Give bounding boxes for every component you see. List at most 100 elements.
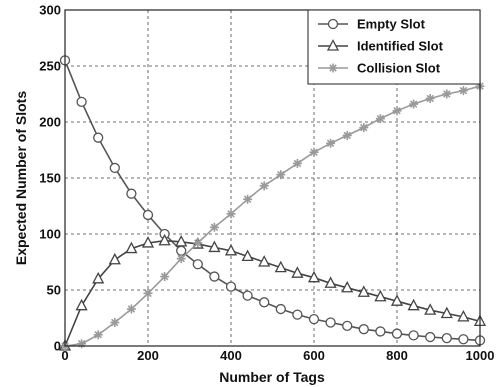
identified-slot-point xyxy=(241,249,254,262)
star-stroke xyxy=(443,90,451,98)
collision-slot-point xyxy=(226,209,236,219)
x-tick-labels: 0 200 400 600 800 1000 xyxy=(61,348,494,363)
collision-slot-point xyxy=(292,158,302,168)
collision-slot-point xyxy=(392,106,402,116)
y-tick-label: 100 xyxy=(39,227,61,242)
y-tick-label: 250 xyxy=(39,59,61,74)
empty-slot-point xyxy=(327,18,339,30)
empty-slot-point xyxy=(209,271,220,282)
collision-slot-point xyxy=(342,130,352,140)
identified-slot-point xyxy=(324,276,337,288)
star-stroke xyxy=(329,64,337,72)
legend-label: Identified Slot xyxy=(357,39,444,54)
star-stroke xyxy=(393,107,401,115)
x-axis-title: Number of Tags xyxy=(219,369,325,385)
collision-slot-point xyxy=(458,86,468,96)
star-stroke xyxy=(177,254,185,263)
empty-slot-point xyxy=(458,334,469,345)
empty-slot-point xyxy=(93,132,104,143)
identified-slot-point xyxy=(158,233,171,246)
identified-slot-point xyxy=(92,271,105,284)
empty-slot-point xyxy=(225,281,237,292)
star-stroke xyxy=(210,223,219,232)
star-stroke xyxy=(160,272,169,281)
identified-slot-point xyxy=(390,294,404,306)
empty-slot-point xyxy=(292,309,303,320)
identified-slot-point xyxy=(208,240,221,253)
star-stroke xyxy=(326,139,335,148)
collision-slot-point xyxy=(328,63,338,73)
empty-slot-point xyxy=(259,297,270,308)
collision-slot-point xyxy=(359,123,369,133)
y-tick-label: 50 xyxy=(47,283,61,298)
series-empty-slot xyxy=(59,55,486,346)
y-tick-labels: 0 50 100 150 200 250 300 xyxy=(39,3,61,354)
legend-item: Identified Slot xyxy=(318,39,444,54)
empty-slot-point xyxy=(76,96,87,107)
star-stroke xyxy=(111,318,119,327)
y-axis-title: Expected Number of Slots xyxy=(13,91,29,265)
y-tick-label: 200 xyxy=(39,115,61,130)
identified-slot-point xyxy=(326,39,340,51)
collision-slot-point xyxy=(193,238,203,248)
star-stroke xyxy=(127,305,136,313)
empty-slot-point xyxy=(142,209,154,221)
collision-slot-point xyxy=(243,194,253,204)
identified-slot-point xyxy=(108,252,121,265)
legend-item: Empty Slot xyxy=(318,17,426,32)
empty-slot-point xyxy=(126,188,137,199)
star-stroke xyxy=(144,289,152,298)
identified-slot-point xyxy=(75,298,88,311)
empty-slot-point xyxy=(358,324,369,335)
collision-slot-point xyxy=(425,93,435,103)
identified-slot-point xyxy=(341,280,354,293)
empty-slot-point xyxy=(275,303,286,315)
star-stroke xyxy=(343,131,351,140)
star-stroke xyxy=(260,182,268,190)
collision-slot-point xyxy=(409,99,419,109)
identified-slot-point xyxy=(125,241,138,254)
collision-slot-point xyxy=(259,181,269,191)
collision-slot-point xyxy=(160,272,170,282)
star-stroke xyxy=(277,170,285,179)
identified-slot-point xyxy=(224,243,238,256)
empty-slot-point xyxy=(375,326,386,337)
star-stroke xyxy=(426,94,434,103)
x-tick-label: 800 xyxy=(386,348,408,363)
star-stroke xyxy=(194,239,202,247)
empty-slot-point xyxy=(176,245,187,256)
collision-slot-point xyxy=(126,304,136,314)
collision-slot-point xyxy=(176,254,186,264)
star-stroke xyxy=(293,159,302,168)
y-tick-label: 300 xyxy=(39,3,61,18)
star-stroke xyxy=(243,195,252,204)
identified-slot-point xyxy=(374,289,387,302)
star-stroke xyxy=(310,148,318,156)
identified-slot-point xyxy=(141,236,155,248)
empty-slot-point xyxy=(342,320,353,331)
identified-slot-point xyxy=(175,234,188,247)
collision-slot-point xyxy=(209,222,219,232)
star-stroke xyxy=(376,114,385,123)
empty-slot-point xyxy=(425,331,436,343)
identified-slot-point xyxy=(424,303,437,315)
empty-slot-point xyxy=(391,328,403,339)
empty-slot-point xyxy=(308,313,320,325)
collision-slot-point xyxy=(442,89,452,99)
identified-slot-point xyxy=(407,298,420,311)
collision-slot-point xyxy=(326,138,336,148)
star-stroke xyxy=(94,331,102,339)
x-tick-label: 1000 xyxy=(466,348,495,363)
legend-item: Collision Slot xyxy=(318,61,441,76)
identified-slot-point xyxy=(357,285,370,297)
x-tick-label: 200 xyxy=(137,348,159,363)
empty-slot-point xyxy=(109,162,120,174)
star-stroke xyxy=(409,100,418,108)
y-tick-label: 150 xyxy=(39,171,61,186)
star-stroke xyxy=(459,86,468,95)
collision-slot-point xyxy=(309,147,319,157)
legend-label: Empty Slot xyxy=(357,17,426,32)
x-tick-label: 400 xyxy=(220,348,242,363)
x-tick-label: 600 xyxy=(303,348,325,363)
